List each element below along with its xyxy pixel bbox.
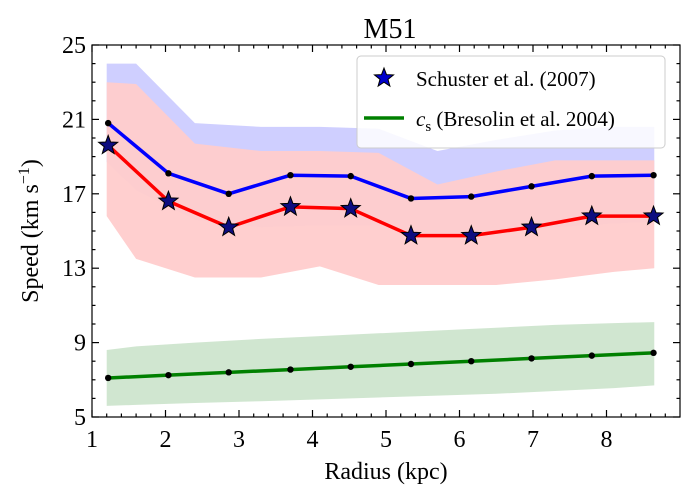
x-tick-label-6: 7: [527, 427, 539, 453]
series-0-point-3: [287, 172, 294, 179]
legend-box: [356, 55, 666, 149]
legend-label-cs-math: c: [416, 107, 426, 131]
y-tick-label-0: 5: [74, 405, 86, 431]
series-2-point-0: [104, 374, 112, 382]
series-1-point-0: [97, 134, 120, 155]
series-0-point-0: [104, 119, 112, 127]
x-tick-label-3: 4: [307, 427, 319, 453]
series-2-point-4: [347, 363, 354, 370]
series-1-point-3: [279, 195, 302, 217]
y-tick-label-4: 21: [62, 107, 86, 133]
tick-labels: 1 2 3 4 5 6 7 8 5 9 13 17 21 25: [62, 33, 613, 453]
series-1-point-1: [157, 189, 180, 211]
series-2-point-7: [528, 355, 535, 362]
y-axis-label-close: ): [18, 159, 44, 167]
legend: Schuster et al. (2007) cs (Bresolin et a…: [356, 55, 666, 149]
series-2-point-5: [407, 360, 415, 368]
series-1-point-8: [580, 204, 603, 226]
series-1-point-7: [520, 215, 543, 237]
series-0-point-1: [165, 170, 172, 177]
x-axis-label: Radius (kpc): [324, 459, 447, 485]
x-tick-label-0: 1: [86, 427, 98, 453]
legend-label-cs-rest: (Bresolin et al. 2004): [431, 107, 615, 131]
series-line-2: [108, 351, 654, 380]
chart-title: M51: [364, 14, 417, 45]
legend-label-schuster: Schuster et al. (2007): [416, 67, 596, 91]
series-1-point-4: [339, 197, 362, 218]
data-series: [97, 119, 665, 382]
series-2-point-6: [468, 358, 475, 365]
x-tick-label-5: 6: [454, 427, 466, 453]
y-axis-label-main: Speed (km s: [18, 184, 44, 303]
y-tick-label-1: 9: [74, 331, 86, 357]
y-tick-label-5: 25: [62, 33, 86, 59]
y-axis-label: Speed (km s−1): [16, 159, 44, 303]
legend-label-cs-sub: s: [425, 119, 431, 135]
series-1-point-9: [642, 204, 665, 226]
series-line-0: [107, 121, 654, 201]
x-tick-label-2: 3: [233, 427, 245, 453]
series-2-point-2: [225, 369, 232, 376]
x-tick-label-1: 2: [160, 427, 172, 453]
x-tick-label-4: 5: [380, 427, 392, 453]
series-1-point-5: [400, 224, 422, 245]
series-0-point-5: [407, 195, 415, 202]
series-2-point-8: [588, 352, 595, 359]
y-axis-label-superscript: −1: [16, 167, 33, 184]
series-2-point-3: [287, 366, 294, 373]
y-tick-label-3: 17: [62, 182, 86, 208]
series-0-point-7: [528, 183, 535, 190]
y-tick-label-2: 13: [62, 256, 86, 282]
series-line-1: [106, 144, 654, 238]
axis-ticks: [91, 44, 680, 418]
legend-label-cs: cs (Bresolin et al. 2004): [416, 107, 615, 135]
series-0-point-9: [650, 172, 657, 179]
series-0-point-4: [347, 172, 354, 180]
series-1-point-6: [460, 224, 483, 245]
series-2-point-9: [650, 349, 657, 357]
series-2-point-1: [165, 371, 172, 379]
legend-star-marker: [373, 66, 395, 88]
series-0-point-6: [468, 193, 475, 200]
series-0-point-8: [588, 172, 595, 180]
series-1-point-2: [217, 215, 240, 237]
series-0-point-2: [225, 190, 232, 197]
uncertainty-band-1: [106, 82, 655, 285]
x-tick-label-7: 8: [601, 427, 613, 453]
